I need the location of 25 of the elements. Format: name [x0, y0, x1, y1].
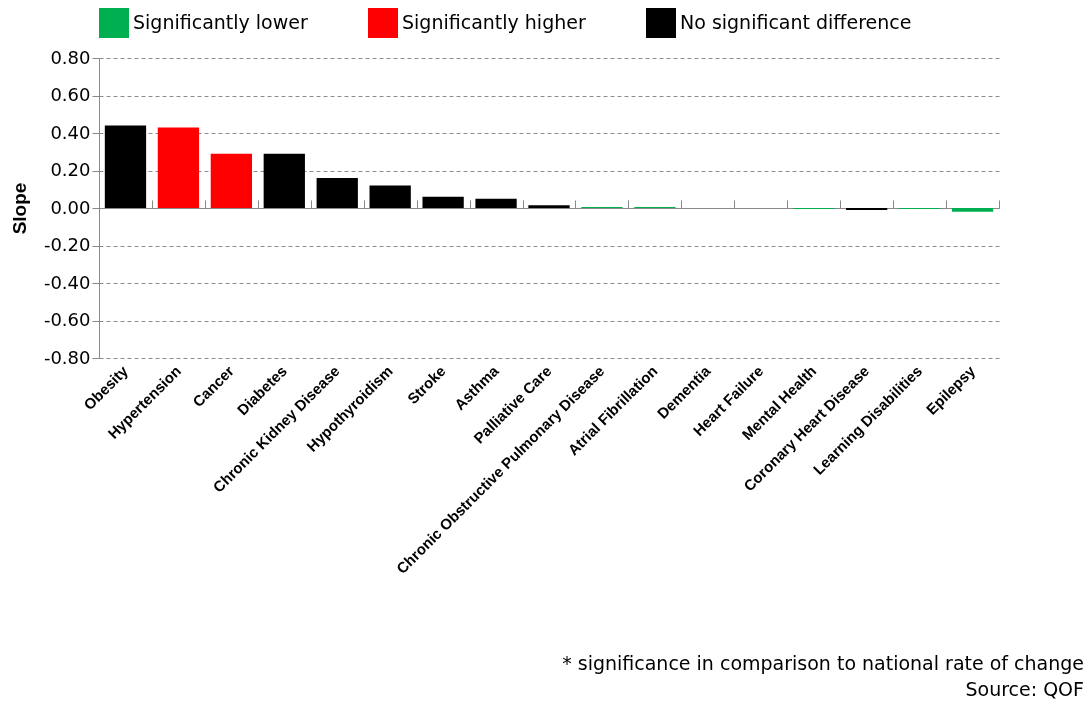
y-tick-label: 0.80 — [50, 46, 91, 68]
bar — [263, 153, 305, 208]
legend-label: Significantly higher — [402, 11, 586, 33]
y-tick-label: -0.80 — [43, 346, 91, 368]
bar — [369, 185, 411, 208]
bar — [422, 196, 464, 208]
legend-label: Significantly lower — [133, 11, 308, 33]
bar — [157, 127, 200, 208]
y-tick-label: -0.20 — [43, 234, 91, 255]
y-axis-title: Slope — [8, 182, 30, 235]
y-tick-label: -0.60 — [43, 309, 91, 330]
bar — [210, 153, 252, 208]
y-tick-label: 0.20 — [50, 159, 91, 180]
y-tick-label: 0.00 — [50, 196, 91, 218]
y-tick-label: -0.40 — [43, 271, 91, 293]
bar — [104, 125, 147, 208]
bar — [316, 178, 358, 208]
bar — [951, 208, 994, 212]
legend-label: No significant difference — [680, 11, 912, 33]
text: * significance in comparison to national rate of change — [562, 651, 1084, 676]
bar — [475, 198, 517, 208]
y-tick-label: 0.40 — [50, 121, 91, 143]
source-note: Source: QOF — [964, 677, 1084, 702]
y-tick-label: 0.60 — [50, 84, 91, 105]
bar — [528, 205, 570, 208]
